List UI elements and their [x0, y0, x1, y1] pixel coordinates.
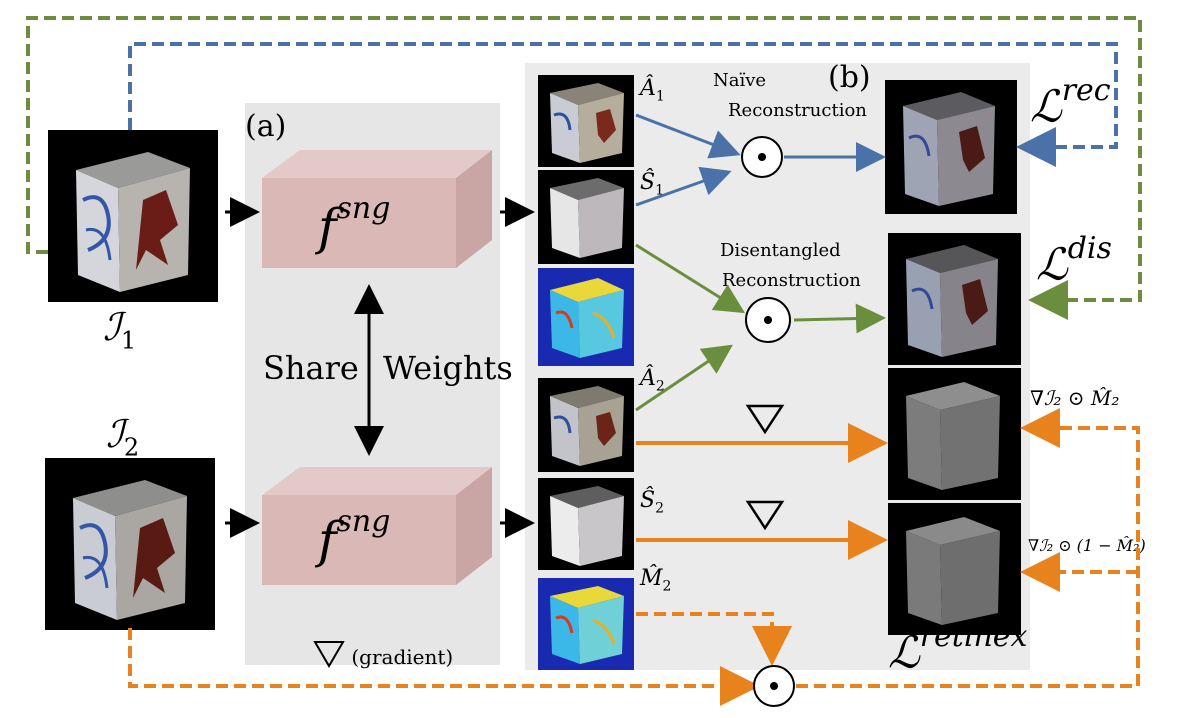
shading-1-dis-arrow: [635, 243, 746, 314]
mask-2-dashed-path: [636, 612, 792, 666]
nabla-icon: [313, 641, 345, 668]
share-label: Share: [263, 349, 359, 387]
loss-dis-label: ℒdis: [1036, 231, 1112, 291]
gradient-albedo-image: [888, 368, 1021, 500]
mask-2-image: [538, 578, 634, 670]
formula-gradient-mask: ∇ℐ₂ ⊙ M̂₂: [1030, 386, 1120, 410]
mask-2-label: M̂2: [640, 566, 672, 595]
nabla-albedo-icon: [745, 404, 785, 435]
naive-caption-line1: Naïve: [713, 70, 767, 91]
input-label-1: ℐ1: [103, 305, 137, 355]
shading-1-arrow: [635, 166, 732, 207]
shading-2-label: Ŝ2: [640, 488, 664, 517]
dis-caption-line2: Reconstruction: [722, 270, 861, 291]
nabla-shading-icon: [745, 500, 785, 531]
input-2-mask-dashed-path: [128, 628, 760, 706]
dis-odot-icon: [745, 297, 791, 343]
albedo-1-image: [538, 75, 634, 167]
input-image-1: [48, 130, 218, 302]
disentangled-reconstruction-image: [888, 233, 1021, 365]
f-sng-label-bottom: fsng: [318, 504, 391, 569]
loss-rec-label: ℒrec: [1030, 73, 1111, 133]
formula-gradient-inverse-mask: ∇ℐ₂ ⊙ (1 − M̂₂): [1028, 536, 1146, 555]
f-sng-label-top: fsng: [318, 191, 391, 256]
albedo-2-label: Â2: [640, 366, 665, 395]
shading-1-image: [538, 170, 634, 264]
naive-caption-line2: Reconstruction: [728, 100, 867, 121]
naive-odot-icon: [741, 136, 783, 178]
shading-2-image: [538, 478, 634, 570]
dis-output-arrow: [793, 303, 886, 334]
weights-label: Weights: [383, 349, 513, 387]
albedo-2-dis-arrow: [635, 344, 733, 412]
gradient-shading-image: [888, 503, 1021, 635]
loss-retinex-label: ℒretinex: [888, 619, 1028, 679]
f-box-bottom: [262, 467, 492, 585]
albedo-1-label: Â1: [640, 76, 665, 105]
f-box-top: [262, 150, 492, 268]
mask-1-image: [538, 268, 634, 366]
shading-1-label: Ŝ1: [640, 170, 664, 199]
albedo-2-image: [538, 378, 634, 472]
naive-reconstruction-image: [885, 80, 1017, 214]
dis-loss-dashed-path: [26, 16, 1142, 320]
input-image-2: [45, 458, 215, 630]
dis-caption-line1: Disentangled: [720, 240, 841, 261]
gradient-legend: (gradient): [313, 640, 453, 668]
panel-a-label: (a): [245, 109, 287, 144]
rec-loss-dashed-path: [128, 42, 1118, 167]
mask-odot-icon: [753, 665, 795, 707]
panel-b-label: (b): [828, 60, 871, 95]
albedo-1-arrow: [635, 113, 741, 159]
retinex-top-dashed-path: [796, 408, 1140, 688]
input-label-2: ℐ2: [106, 412, 140, 462]
